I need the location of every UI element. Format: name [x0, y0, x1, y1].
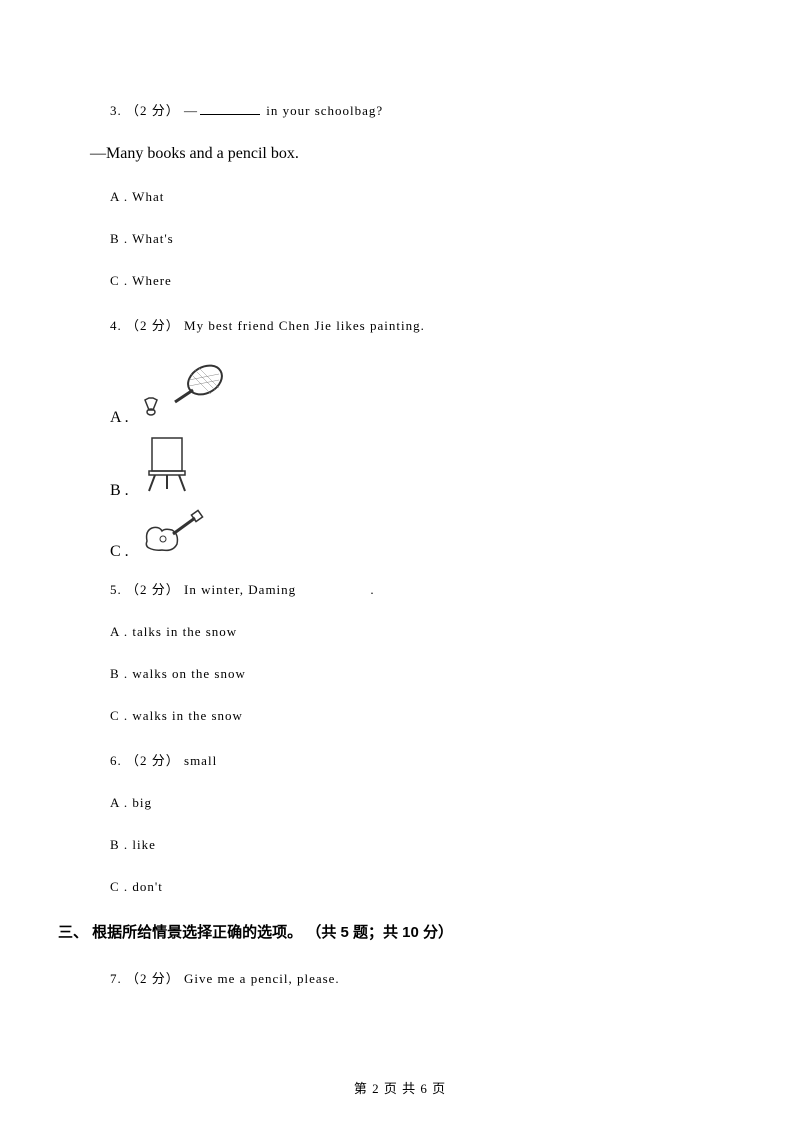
- question-points: （2 分）: [126, 582, 180, 597]
- option-b[interactable]: B . walks on the snow: [110, 666, 715, 682]
- question-points: （2 分）: [126, 971, 180, 986]
- question-7: 7. （2 分） Give me a pencil, please.: [110, 968, 715, 987]
- question-points: （2 分）: [126, 318, 180, 333]
- blank-fill: [200, 102, 260, 115]
- question-number: 4.: [110, 318, 122, 333]
- section-header-3: 三、 根据所给情景选择正确的选项。 （共 5 题；共 10 分）: [58, 921, 715, 942]
- option-b[interactable]: B . What's: [110, 231, 715, 247]
- page-footer: 第 2 页 共 6 页: [0, 1078, 800, 1097]
- option-b[interactable]: B . like: [110, 837, 715, 853]
- question-points: （2 分）: [126, 753, 180, 768]
- question-number: 7.: [110, 971, 122, 986]
- question-points: （2 分）: [126, 103, 180, 118]
- question-text-before: —: [184, 103, 198, 118]
- question-4: 4. （2 分） My best friend Chen Jie likes p…: [110, 315, 715, 334]
- option-c[interactable]: C . Where: [110, 273, 715, 289]
- question-number: 6.: [110, 753, 122, 768]
- question-5: 5. （2 分） In winter, Daming .: [110, 579, 715, 598]
- option-a[interactable]: A . What: [110, 189, 715, 205]
- option-a-image[interactable]: A .: [110, 360, 715, 427]
- option-c[interactable]: C . walks in the snow: [110, 708, 715, 724]
- option-b-image[interactable]: B .: [110, 433, 715, 500]
- question-text-after: .: [370, 582, 374, 597]
- question-3: 3. （2 分） — in your schoolbag?: [110, 100, 715, 119]
- guitar-icon: [137, 506, 207, 561]
- question-number: 5.: [110, 582, 122, 597]
- answer-line: —Many books and a pencil box.: [90, 145, 715, 163]
- question-text: small: [184, 753, 217, 768]
- option-a[interactable]: A . big: [110, 795, 715, 811]
- question-6: 6. （2 分） small: [110, 750, 715, 769]
- question-text-before: In winter, Daming: [184, 582, 300, 597]
- question-text: My best friend Chen Jie likes painting.: [184, 318, 425, 333]
- question-text: Give me a pencil, please.: [184, 971, 340, 986]
- question-number: 3.: [110, 103, 122, 118]
- question-text-after: in your schoolbag?: [262, 103, 383, 118]
- option-c-image[interactable]: C .: [110, 506, 715, 561]
- option-c[interactable]: C . don't: [110, 879, 715, 895]
- badminton-racket-icon: [137, 360, 232, 427]
- easel-icon: [137, 433, 197, 500]
- option-a[interactable]: A . talks in the snow: [110, 624, 715, 640]
